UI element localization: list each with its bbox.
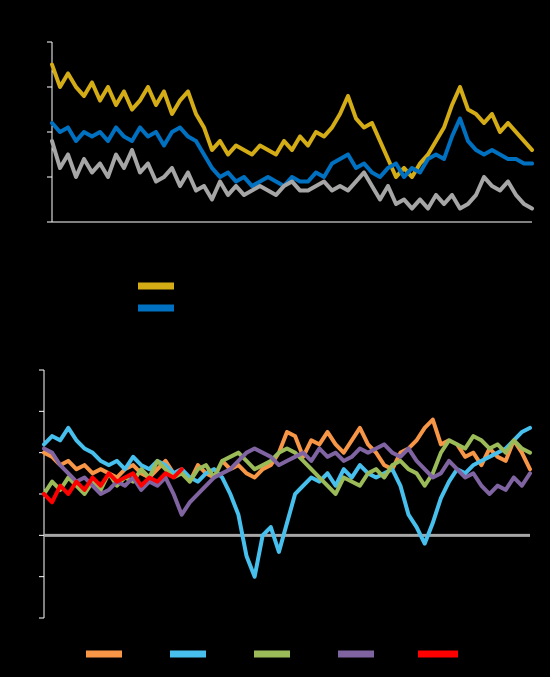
- top-chart-series: [50, 62, 534, 211]
- series-line-1: [50, 62, 534, 179]
- series-line-3: [50, 139, 534, 211]
- series-line-5: [42, 467, 184, 505]
- series-line-2: [50, 116, 534, 188]
- series-line-2: [42, 425, 532, 579]
- top-chart-axes: [47, 41, 532, 223]
- series-line-4: [42, 442, 532, 517]
- bottom-line-chart: [39, 369, 532, 658]
- top-chart-legend: [138, 282, 174, 312]
- top-line-chart: [47, 41, 534, 312]
- bottom-chart-series: [42, 417, 532, 579]
